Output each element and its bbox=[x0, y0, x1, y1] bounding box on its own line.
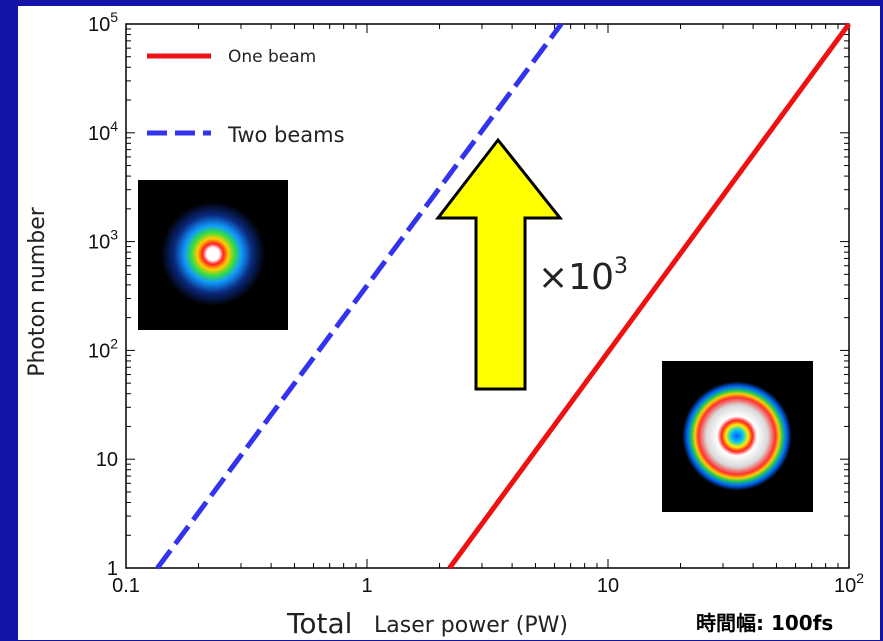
pulse-duration-note: 時間幅: 100fs bbox=[696, 611, 833, 635]
x-axis-title-prefix: Total bbox=[286, 607, 352, 640]
legend-label-two-beams: Two beams bbox=[227, 123, 345, 147]
y-tick-label: 1 bbox=[107, 558, 118, 580]
legend-label-one-beam: One beam bbox=[228, 47, 316, 67]
axis-ticks bbox=[125, 24, 849, 569]
x-axis-title: Laser power (PW) bbox=[374, 613, 568, 638]
series-lines bbox=[155, 22, 852, 570]
y-tick-label: 105 bbox=[88, 9, 118, 36]
x-tick-label: 1 bbox=[361, 575, 372, 597]
legend: One beam Two beams bbox=[147, 47, 345, 147]
x-tick-label: 10 bbox=[597, 575, 619, 597]
y-tick-label: 104 bbox=[88, 118, 118, 145]
x-tick-label: 102 bbox=[834, 570, 864, 597]
y-tick-label: 10 bbox=[96, 449, 118, 471]
y-tick-label: 102 bbox=[88, 335, 118, 362]
multiplier-annotation: ×103 bbox=[538, 254, 628, 298]
axes-frame bbox=[125, 23, 850, 569]
beam-profile-single-inset bbox=[138, 180, 288, 330]
series-line-two-beams bbox=[155, 22, 564, 570]
y-tick-label: 103 bbox=[88, 227, 118, 254]
y-axis-title: Photon number bbox=[25, 206, 50, 377]
beam-profile-double-inset bbox=[662, 361, 813, 512]
increase-arrow-icon bbox=[434, 137, 564, 391]
series-line-one-beam bbox=[447, 22, 852, 570]
x-tick-label: 0.1 bbox=[112, 575, 140, 597]
